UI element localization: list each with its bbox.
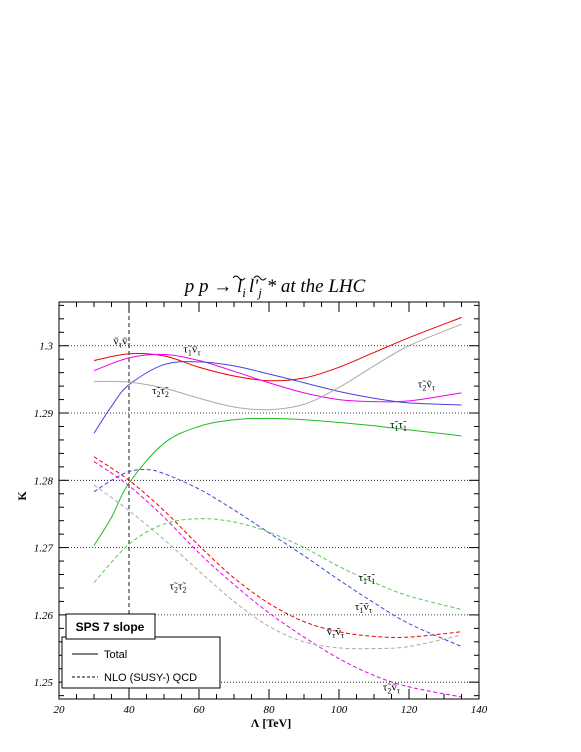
legend-title: SPS 7 slope xyxy=(76,620,145,634)
annotation-1-b: ṽ xyxy=(192,343,198,355)
annotation-7-a: τ̃ xyxy=(355,601,363,613)
annotation-9-a: τ̃ xyxy=(383,681,391,693)
annotation-7-bs: τ xyxy=(369,606,373,615)
title-tilde-2 xyxy=(253,275,267,281)
annotation-1-a: τ̃ xyxy=(183,343,191,355)
y-tick-label-4: 1.29 xyxy=(34,408,54,420)
legend-title-box: SPS 7 slope xyxy=(65,613,156,640)
annotation-0-as: τ xyxy=(119,340,123,349)
annotation-1-bs: τ xyxy=(197,348,201,357)
annotation-5-b: τ̃ xyxy=(367,572,375,584)
legend: Total NLO (SUSY-) QCD xyxy=(61,636,221,689)
y-tick-label-5: 1.3 xyxy=(39,341,53,353)
annotation-3: τ̃2ṽτ xyxy=(418,378,436,392)
y-tick-label-1: 1.26 xyxy=(34,610,54,622)
annotation-0-a: ṽ xyxy=(113,335,119,347)
annotation-7-b: ṽ xyxy=(363,601,369,613)
series-line-3-total xyxy=(93,323,462,411)
annotation-6: τ̃2τ̃2 xyxy=(170,580,187,594)
x-tick-label-5: 120 xyxy=(401,704,418,716)
series-line-7-nlo xyxy=(93,468,462,647)
annotation-1: τ̃1ṽτ xyxy=(183,343,201,357)
x-tick-label-6: 140 xyxy=(471,704,488,716)
x-tick-label-4: 100 xyxy=(331,704,348,716)
annotation-4-b: τ̃ xyxy=(399,419,407,431)
annotation-5-a: τ̃ xyxy=(359,572,367,584)
title-tildes xyxy=(232,275,267,281)
series-line-2-total xyxy=(93,361,462,434)
x-tick-label-1: 40 xyxy=(124,704,136,716)
legend-label-total: Total xyxy=(104,649,127,661)
series-line-5-nlo xyxy=(93,456,462,638)
title-sub-i: i xyxy=(242,285,246,300)
annotation-8-b: ṽ xyxy=(336,626,342,638)
annotation-1-as: 1 xyxy=(188,348,192,357)
series-line-1-total xyxy=(93,353,462,403)
annotation-3-a: τ̃ xyxy=(418,378,426,390)
title-tilde-1 xyxy=(232,275,246,281)
annotation-9-bs: τ xyxy=(397,686,401,695)
annotation-8-bs: τ xyxy=(341,631,345,640)
annotation-9-b: ṽ xyxy=(391,681,397,693)
y-axis-label: K xyxy=(15,491,29,501)
annotation-3-as: 2 xyxy=(422,383,426,392)
title-prime: ' xyxy=(254,276,259,297)
annotation-3-bs: τ xyxy=(432,383,436,392)
annotation-2: τ̃2τ̃2 xyxy=(152,385,169,399)
title-l1: l xyxy=(237,276,242,297)
chart-title: p p → li l'j * at the LHC xyxy=(183,276,366,300)
x-tick-label-2: 60 xyxy=(194,704,206,716)
annotation-0-bs: τ xyxy=(128,340,132,349)
series-group xyxy=(93,317,462,698)
annotation-0-b: ṽ xyxy=(122,335,128,347)
series-line-4-total xyxy=(93,417,462,546)
annotation-6-bs: 2 xyxy=(182,585,186,594)
annotation-4-bs: 1 xyxy=(403,424,407,433)
annotation-8: ṽτṽτ xyxy=(327,626,345,640)
annotation-7-as: 1 xyxy=(359,606,363,615)
annotation-4-a: τ̃ xyxy=(390,419,398,431)
annotation-2-a: τ̃ xyxy=(152,385,160,397)
x-tick-label-3: 80 xyxy=(264,704,276,716)
annotation-6-a: τ̃ xyxy=(170,580,178,592)
annotation-2-as: 2 xyxy=(157,390,161,399)
series-line-6-nlo xyxy=(93,461,462,698)
annotation-2-b: τ̃ xyxy=(161,385,169,397)
annotation-8-a: ṽ xyxy=(327,626,333,638)
y-tick-label-2: 1.27 xyxy=(34,543,54,555)
y-tick-label-3: 1.28 xyxy=(34,475,54,487)
annotation-5-as: 1 xyxy=(363,577,367,586)
annotation-2-bs: 2 xyxy=(165,390,169,399)
title-sub-j: j xyxy=(256,285,262,300)
title-l2: l xyxy=(249,276,254,297)
annotations-group: ṽτṽτ τ̃1ṽττ̃2τ̃2τ̃2ṽττ̃1τ̃1τ̃1τ̃1τ̃2τ̃2τ̃… xyxy=(113,335,436,695)
annotation-3-b: ṽ xyxy=(426,378,432,390)
legend-frame xyxy=(61,636,221,689)
legend-label-nlo: NLO (SUSY-) QCD xyxy=(104,672,197,684)
x-tick-label-0: 20 xyxy=(54,704,66,716)
y-axis-ticks: 1.25 1.26 1.27 1.28 1.29 1.3 xyxy=(34,304,479,697)
legend-title-frame xyxy=(65,613,156,640)
series-line-9-nlo xyxy=(93,518,462,610)
annotation-7: τ̃1ṽτ xyxy=(355,601,373,615)
annotation-4-as: 1 xyxy=(395,424,399,433)
annotation-4: τ̃1τ̃1 xyxy=(390,419,407,433)
title-tail: * at the LHC xyxy=(262,276,366,297)
annotation-9: τ̃2ṽτ xyxy=(383,681,401,695)
y-tick-label-0: 1.25 xyxy=(34,677,54,689)
title-lead: p p → xyxy=(183,276,237,297)
annotation-5: τ̃1τ̃1 xyxy=(359,572,376,586)
annotation-6-as: 2 xyxy=(174,585,178,594)
annotation-5-bs: 1 xyxy=(371,577,375,586)
annotation-9-as: 2 xyxy=(387,686,391,695)
x-axis-ticks: 20 40 60 80 100 120 140 xyxy=(54,302,488,716)
series-line-8-nlo xyxy=(93,484,462,650)
x-axis-label: Λ [TeV] xyxy=(251,716,292,730)
annotation-8-as: τ xyxy=(332,631,336,640)
annotation-0: ṽτṽτ xyxy=(113,335,131,349)
annotation-6-b: τ̃ xyxy=(178,580,186,592)
